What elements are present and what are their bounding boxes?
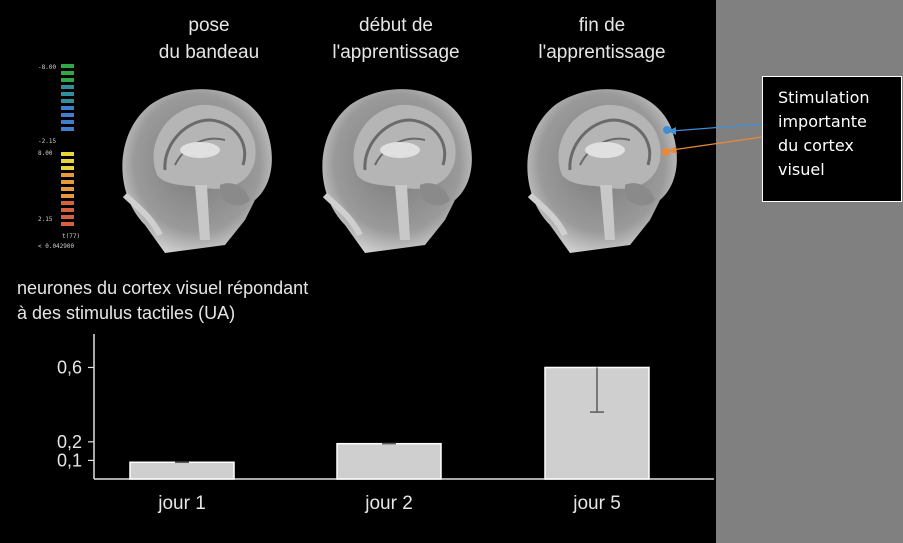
callout-arrows — [668, 123, 763, 154]
mri-title-3: fin de l'apprentissage — [517, 12, 687, 66]
scale-swatch — [61, 71, 74, 75]
y-tick-label: 0,2 — [57, 432, 82, 452]
scale-swatch — [61, 85, 74, 89]
scale-label-bottom: 2.15 — [38, 216, 53, 223]
x-tick-label: jour 5 — [572, 493, 621, 514]
activation-orange — [662, 148, 670, 156]
mri-title-1-line1: pose — [188, 15, 230, 36]
scale-swatch — [61, 201, 74, 205]
arrowhead-blue — [668, 127, 676, 135]
mri-title-1-line2: du bandeau — [158, 42, 260, 63]
chart-title-line1: neurones du cortex visuel répondant — [17, 278, 309, 298]
scale-swatch — [61, 208, 74, 212]
x-tick-label: jour 2 — [364, 493, 413, 514]
arrow-blue — [671, 123, 763, 132]
bar — [336, 442, 442, 480]
scale-swatch — [61, 120, 74, 124]
mri-title-2-line1: début de — [359, 15, 433, 36]
scale-label-t: t(77) — [62, 233, 81, 240]
bar-chart: 0,10,2 0,6 jour 1 jour 2 jour 5 — [57, 334, 714, 514]
mri-title-2-line2: l'apprentissage — [332, 42, 460, 63]
scale-swatch — [61, 222, 74, 226]
scale-swatch — [61, 78, 74, 82]
mri-scan-3 — [527, 89, 677, 254]
chart-title-line2: à des stimulus tactiles (UA) — [17, 303, 236, 323]
scale-swatch — [61, 113, 74, 117]
arrowhead-orange — [668, 146, 677, 154]
scale-swatch — [61, 127, 74, 131]
scale-label-mid1: -2.15 — [38, 138, 57, 145]
scale-label-mid2: 8.00 — [38, 150, 53, 157]
mri-title-3-line2: l'apprentissage — [538, 42, 666, 63]
scale-swatch — [61, 180, 74, 184]
bar — [129, 461, 235, 480]
arrow-orange — [671, 136, 763, 151]
callout-box: Stimulation importante du cortex visuel — [762, 76, 902, 202]
callout-line1: Stimulation — [778, 88, 870, 107]
chart-title: neurones du cortex visuel répondant à de… — [17, 276, 308, 326]
scale-swatch — [61, 215, 74, 219]
scale-label-p: < 0.042900 — [38, 243, 75, 250]
callout-line2: importante — [778, 112, 867, 131]
scale-swatch — [61, 64, 74, 68]
scale-swatch — [61, 194, 74, 198]
figure-panel: pose du bandeau début de l'apprentissage… — [0, 0, 716, 543]
callout-line3: du cortex — [778, 136, 854, 155]
scale-label-top: -8.00 — [38, 64, 57, 71]
mri-title-1: pose du bandeau — [124, 12, 294, 66]
scale-swatch — [61, 166, 74, 170]
scale-swatch — [61, 159, 74, 163]
scale-swatch — [61, 92, 74, 96]
scale-swatch — [61, 173, 74, 177]
y-tick-label: 0,6 — [57, 357, 82, 377]
callout-line4: visuel — [778, 160, 825, 179]
x-tick-label: jour 1 — [157, 493, 206, 514]
mri-title-3-line1: fin de — [578, 15, 626, 36]
scale-swatch — [61, 99, 74, 103]
activation-blue — [663, 126, 671, 134]
mri-scan-2 — [322, 89, 472, 254]
scale-swatch — [61, 187, 74, 191]
scale-swatch — [61, 152, 74, 156]
mri-scan-1 — [122, 89, 272, 254]
mri-title-2: début de l'apprentissage — [311, 12, 481, 66]
y-tick-label: 0,1 — [57, 450, 82, 470]
scale-swatch — [61, 106, 74, 110]
